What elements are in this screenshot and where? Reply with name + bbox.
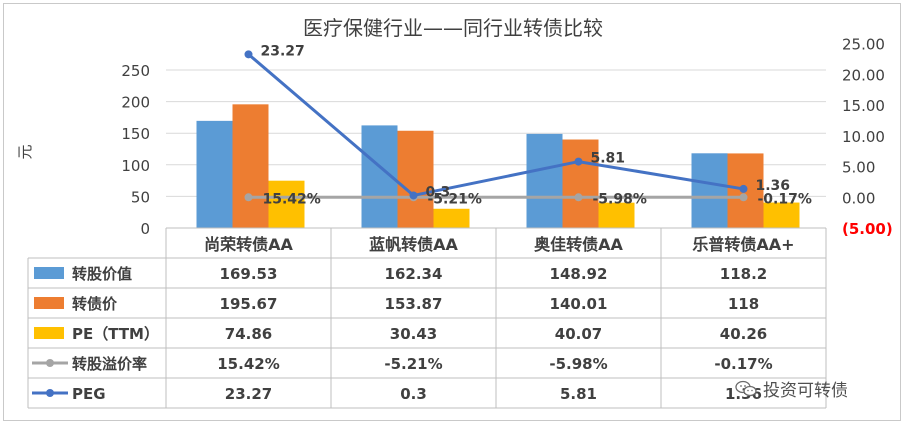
line-point xyxy=(739,184,748,193)
y-axis-label: 元 xyxy=(16,144,34,159)
line-point xyxy=(574,193,583,202)
category-label: 尚荣转债AA xyxy=(204,235,293,254)
bar xyxy=(598,202,635,228)
legend-label: 转债价 xyxy=(72,295,118,313)
point-label: 1.36 xyxy=(756,178,791,194)
y-tick-label: 250 xyxy=(121,62,150,80)
point-label: -0.17% xyxy=(758,191,812,207)
table-cell: -0.17% xyxy=(714,355,772,373)
table-cell: 162.34 xyxy=(385,265,443,283)
y2-tick-label: 10.00 xyxy=(842,128,885,146)
bar xyxy=(763,202,800,228)
wechat-icon xyxy=(735,380,757,396)
table-cell: 0.3 xyxy=(400,385,427,403)
table-cell: -5.98% xyxy=(549,355,607,373)
y-tick-label: 200 xyxy=(121,94,150,112)
y2-tick-label: 25.00 xyxy=(842,36,885,54)
table-cell: 118.2 xyxy=(720,265,767,283)
y-tick-label: 100 xyxy=(121,157,150,175)
table-cell: 15.42% xyxy=(217,355,279,373)
line-point xyxy=(409,191,418,200)
y2-tick-label: 20.00 xyxy=(842,66,885,84)
y2-tick-label: (5.00) xyxy=(842,220,893,238)
line-point xyxy=(244,50,253,59)
legend-label: PE（TTM） xyxy=(72,325,159,343)
y2-tick-label: 15.00 xyxy=(842,97,885,115)
bar xyxy=(397,130,434,228)
point-label: -5.21% xyxy=(428,191,482,207)
table-cell: 40.26 xyxy=(720,325,767,343)
y2-tick-label: 5.00 xyxy=(842,159,875,177)
watermark-text: 投资可转债 xyxy=(763,381,848,401)
bar xyxy=(562,139,599,228)
table-cell: 169.53 xyxy=(220,265,278,283)
category-label: 乐普转债AA+ xyxy=(692,235,794,254)
category-label: 奥佳转债AA xyxy=(534,235,623,254)
table-cell: 140.01 xyxy=(550,295,608,313)
table-cell: 148.92 xyxy=(550,265,608,283)
bar xyxy=(268,180,305,228)
legend-swatch xyxy=(46,389,54,397)
bar xyxy=(232,104,269,228)
chart-title: 医疗保健行业——同行业转债比较 xyxy=(303,16,603,40)
category-label: 蓝帆转债AA xyxy=(369,235,458,254)
point-label: -5.98% xyxy=(593,191,647,207)
legend-label: PEG xyxy=(72,385,106,403)
y-tick-label: 50 xyxy=(131,188,150,206)
series-line xyxy=(247,53,744,198)
point-label: 15.42% xyxy=(263,191,321,207)
line-point xyxy=(739,193,748,202)
table-cell: 118 xyxy=(728,295,759,313)
table-cell: 5.81 xyxy=(560,385,597,403)
point-label: 0.3 xyxy=(426,184,451,200)
table-cell: 30.43 xyxy=(390,325,437,343)
watermark: 投资可转债 xyxy=(735,376,848,401)
bar xyxy=(691,153,728,228)
legend-label: 转股溢价率 xyxy=(72,355,147,373)
y-tick-label: 0 xyxy=(140,220,150,238)
legend-swatch xyxy=(34,297,64,309)
line-point xyxy=(574,157,583,166)
table-cell: 153.87 xyxy=(385,295,443,313)
bar xyxy=(196,120,233,228)
table-cell: 40.07 xyxy=(555,325,602,343)
table-cell: 195.67 xyxy=(220,295,278,313)
legend-swatch xyxy=(46,359,54,367)
bar xyxy=(433,208,470,228)
point-label: 5.81 xyxy=(591,151,626,167)
legend-swatch xyxy=(34,267,64,279)
y2-tick-label: 0.00 xyxy=(842,189,875,207)
bar xyxy=(526,133,563,228)
point-label: 23.27 xyxy=(261,43,305,59)
table-cell: -5.21% xyxy=(384,355,442,373)
y-tick-label: 150 xyxy=(121,125,150,143)
line-point xyxy=(244,193,253,202)
legend-swatch xyxy=(34,327,64,339)
legend-label: 转股价值 xyxy=(72,265,132,283)
table-cell: 74.86 xyxy=(225,325,272,343)
table-cell: 23.27 xyxy=(225,385,272,403)
